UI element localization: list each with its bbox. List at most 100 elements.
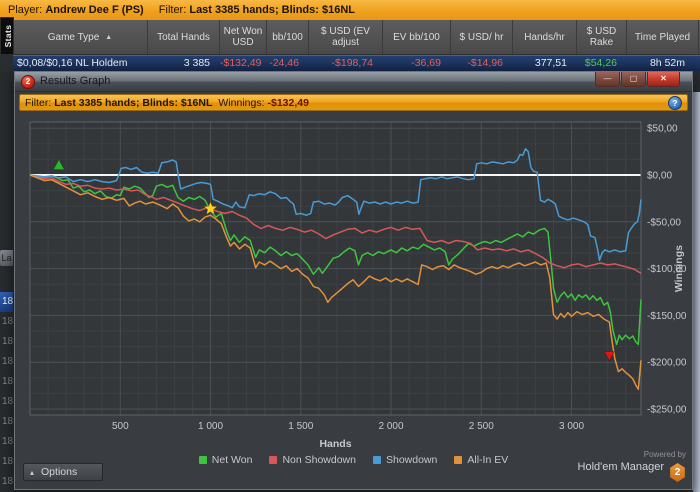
legend-label: Showdown (385, 454, 438, 466)
column-header-1[interactable]: Total Hands (148, 20, 220, 54)
table-row[interactable]: $0,08/$0,16 NL Holdem 3 385 -$132,49 -24,46… (13, 55, 700, 71)
star-marker (202, 200, 219, 216)
holdem-manager-label: Hold'em Manager (577, 461, 664, 473)
filter-label: Filter: (158, 4, 187, 16)
graph-filter-bar: Filter: Last 3385 hands; Blinds: $16NL W… (19, 94, 688, 111)
series-line-showdown (29, 148, 642, 261)
info-icon[interactable]: ? (668, 95, 682, 110)
player-filter-bar: Player: Andrew Dee F (PS) Filter: Last 3… (0, 0, 700, 20)
player-name: Andrew Dee F (PS) (45, 4, 144, 16)
maximize-button[interactable]: ▢ (621, 72, 646, 87)
x-axis-labels: 500 1 000 1 500 2 000 2 500 3 000 (112, 421, 584, 432)
close-button[interactable]: ✕ (647, 72, 680, 87)
table-cell-5: -36,69 (411, 57, 441, 69)
legend-swatch (269, 456, 278, 464)
winnings-label: Winnings: (218, 96, 265, 109)
svg-text:-$150,00: -$150,00 (647, 311, 687, 322)
svg-text:3 000: 3 000 (559, 421, 584, 432)
triangle-down-marker (603, 351, 615, 362)
left-panel: La 18 18 18 18 18 18 18 18 18 18 (0, 72, 13, 492)
left-list-item[interactable]: 18 (2, 316, 14, 327)
sort-arrow-icon: ▲ (105, 33, 113, 41)
graph-filter-value: Last 3385 hands; Blinds: $16NL (54, 96, 213, 109)
svg-text:-$200,00: -$200,00 (647, 358, 687, 369)
left-list-item[interactable]: 18 (2, 476, 14, 487)
column-header-0[interactable]: Game Type ▲ (13, 20, 148, 54)
right-edge-panel (693, 92, 700, 492)
svg-text:-$100,00: -$100,00 (647, 264, 687, 275)
legend-label: All-In EV (467, 454, 509, 466)
player-label: Player: (8, 4, 43, 16)
window-controls: — ▢ ✕ (594, 72, 680, 87)
svg-text:$0,00: $0,00 (647, 171, 672, 182)
y-axis-labels: $50,00 $0,00 -$50,00 -$100,00 -$150,00 -$200,… (647, 124, 687, 416)
series-line-non-showdown (29, 174, 642, 274)
legend-swatch (198, 456, 207, 464)
table-cell-7: 377,51 (534, 57, 567, 69)
x-axis-title: Hands (319, 438, 351, 450)
legend-label: Net Won (211, 454, 253, 466)
left-column-header[interactable]: La (0, 250, 13, 266)
table-header: Game Type ▲ Total Hands Net Won USD bb/100 $ … (13, 20, 700, 55)
chart-legend: Net Won Non Showdown Showdown All-In EV (15, 454, 692, 466)
table-cell-0: $0,08/$0,16 NL Holdem (17, 57, 128, 69)
stats-tab-label: Stats (3, 24, 13, 48)
hm2-badge-icon: 2 (670, 463, 685, 482)
table-cell-8: $54,26 (584, 57, 617, 69)
legend-item[interactable]: Net Won (198, 454, 253, 466)
window-title: Results Graph (40, 75, 111, 87)
legend-item[interactable]: All-In EV (454, 454, 508, 466)
chart-svg: 500 1 000 1 500 2 000 2 500 3 000 $50,00 $0,00 -… (29, 121, 687, 450)
column-header-8[interactable]: $ USD Rake (577, 20, 627, 54)
svg-text:1 000: 1 000 (198, 421, 223, 432)
left-list-item[interactable]: 18 (0, 292, 13, 312)
column-header-2[interactable]: Net Won USD (220, 20, 267, 54)
table-cell-6: -$14,96 (467, 57, 503, 69)
hm2-app-icon: 2 (21, 75, 35, 89)
powered-by: Powered by Hold'em Manager 2 (578, 450, 686, 482)
svg-text:2 500: 2 500 (469, 421, 494, 432)
table-cell-4: -$198,74 (331, 57, 373, 69)
plot-border (29, 121, 642, 416)
svg-text:500: 500 (112, 421, 129, 432)
table-cell-9: 8h 52m (649, 57, 685, 69)
series-line-net-won (29, 174, 642, 346)
column-header-6[interactable]: $ USD/ hr (451, 20, 513, 54)
svg-text:1 500: 1 500 (288, 421, 313, 432)
minimize-button[interactable]: — (595, 72, 620, 87)
column-header-9[interactable]: Time Played (627, 20, 699, 54)
legend-item[interactable]: Showdown (372, 454, 438, 466)
column-header-4[interactable]: $ USD (EV adjust (309, 20, 383, 54)
left-list-item[interactable]: 18 (2, 456, 14, 467)
filter-value: Last 3385 hands; Blinds: $16NL (189, 4, 356, 16)
powered-by-label: Powered by (643, 450, 686, 459)
window-titlebar[interactable]: 2 Results Graph — ▢ ✕ (15, 72, 692, 92)
graph-filter-label: Filter: (25, 96, 52, 109)
options-label: Options (41, 466, 78, 478)
column-header-7[interactable]: Hands/hr (513, 20, 577, 54)
left-list-item[interactable]: 18 (2, 436, 14, 447)
svg-text:-$50,00: -$50,00 (647, 217, 681, 228)
y-axis-title: Winnings (673, 245, 685, 292)
left-list-item[interactable]: 18 (2, 336, 14, 347)
left-list-item[interactable]: 18 (2, 416, 14, 427)
svg-text:-$250,00: -$250,00 (647, 405, 687, 416)
left-list-item[interactable]: 18 (2, 396, 14, 407)
legend-swatch (372, 456, 381, 464)
legend-item[interactable]: Non Showdown (269, 454, 356, 466)
svg-text:2 000: 2 000 (378, 421, 403, 432)
table-cell-1: 3 385 (183, 57, 210, 69)
options-button[interactable]: ▴ Options (23, 463, 103, 481)
left-list-item[interactable]: 18 (2, 376, 14, 387)
left-list-item[interactable]: 18 (2, 356, 14, 367)
chevron-up-icon: ▴ (30, 468, 35, 477)
column-header-5[interactable]: EV bb/100 (383, 20, 451, 54)
triangle-up-marker (52, 158, 65, 170)
table-cell-2: -$132,49 (220, 57, 262, 69)
stats-tab[interactable]: Stats (0, 17, 14, 55)
series-line-all-in-ev (29, 174, 642, 391)
results-graph-window: 2 Results Graph — ▢ ✕ Filter: Last 3385 ha… (14, 71, 693, 490)
column-header-3[interactable]: bb/100 (267, 20, 309, 54)
legend-label: Non Showdown (282, 454, 356, 466)
